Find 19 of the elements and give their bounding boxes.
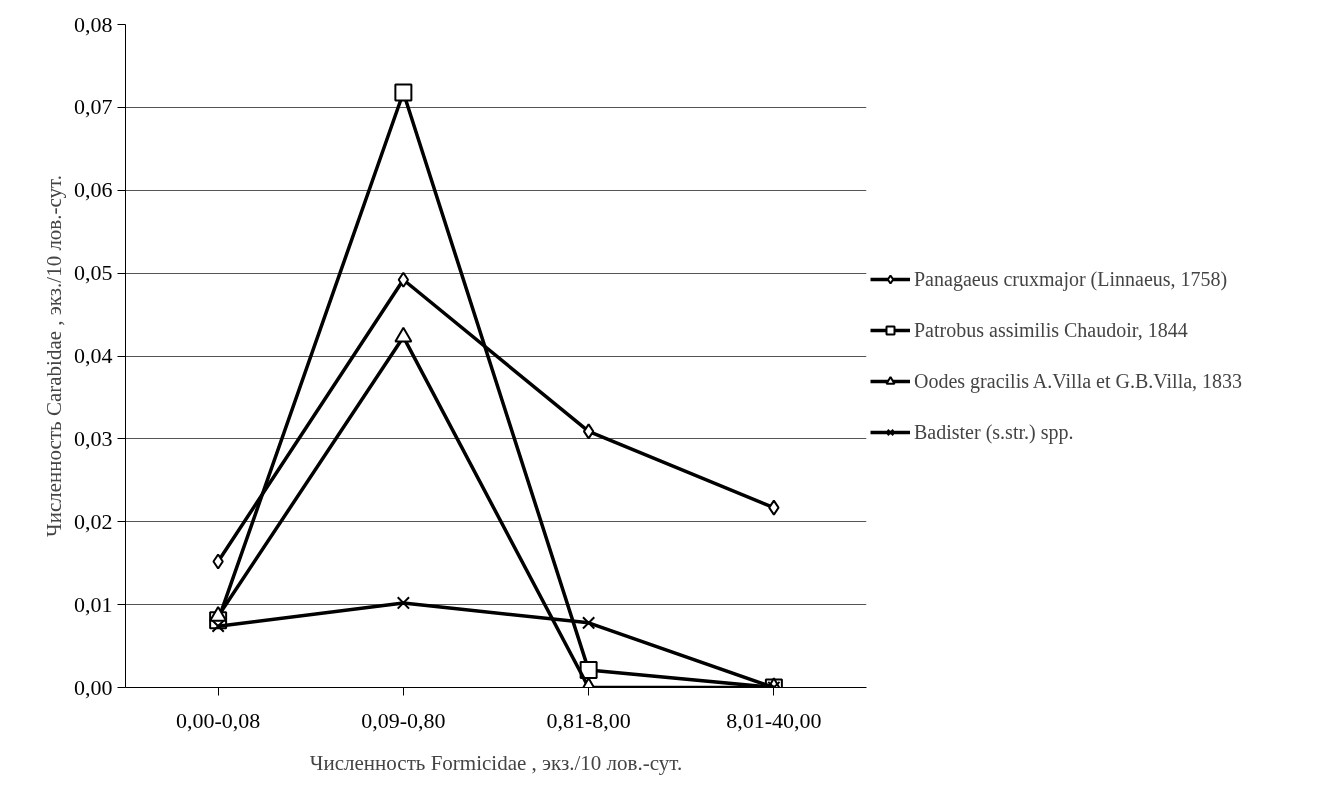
y-tick-label: 0,03 bbox=[74, 425, 113, 451]
y-tick-label: 0,02 bbox=[74, 508, 113, 534]
x-axis-title: Численность Formicidae , экз./10 лов.-сут. bbox=[309, 750, 683, 775]
legend-label: Patrobus assimilis Chaudoir, 1844 bbox=[914, 318, 1188, 342]
legend-label: Panagaeus cruxmajor (Linnaeus, 1758) bbox=[914, 267, 1228, 291]
x-tick-label: 0,09-0,80 bbox=[361, 707, 446, 733]
y-tick-label: 0,05 bbox=[74, 260, 113, 286]
x-tick-label: 8,01-40,00 bbox=[726, 707, 822, 733]
y-tick-label: 0,06 bbox=[74, 177, 113, 203]
y-tick-label: 0,08 bbox=[74, 11, 113, 37]
legend-label: Badister (s.str.) spp. bbox=[914, 420, 1074, 444]
y-tick-label: 0,04 bbox=[74, 343, 113, 368]
y-tick-label: 0,01 bbox=[74, 591, 113, 617]
legend-label: Oodes gracilis A.Villa et G.B.Villa, 1833 bbox=[914, 369, 1243, 393]
x-tick-label: 0,00-0,08 bbox=[175, 707, 261, 733]
x-tick-label: 0,81-8,00 bbox=[546, 707, 631, 733]
y-axis-title: Численность Carabidae , экз./10 лов.-сут. bbox=[42, 175, 66, 537]
y-tick-label: 0,00 bbox=[74, 674, 113, 700]
y-tick-label: 0,07 bbox=[74, 94, 113, 120]
